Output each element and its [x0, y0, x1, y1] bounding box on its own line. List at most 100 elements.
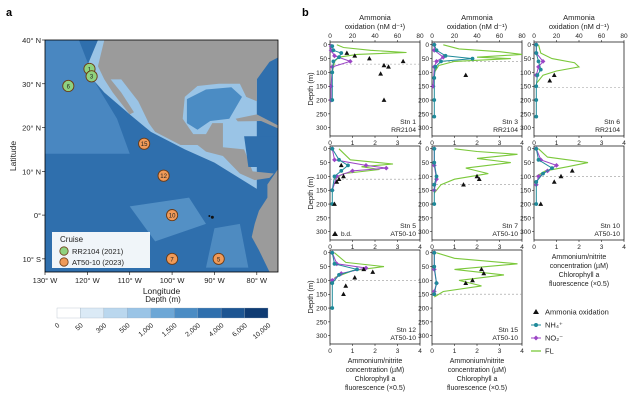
top-tick-label: 40 [371, 33, 379, 40]
depth-tick-label: 150 [316, 292, 327, 299]
fl-line [433, 148, 518, 194]
nh4-point [331, 59, 336, 64]
nh4-point [432, 264, 437, 269]
panel-label-b: b [302, 7, 309, 19]
bottom-tick-label: 0 [430, 348, 434, 355]
station-marker-3 [85, 70, 98, 83]
station-label-12: 12 [160, 174, 167, 180]
station-label-10: 10 [169, 213, 176, 219]
map-panel: 40° N 30° N 20° N 10° N 0° 10° S 130° W 120° W 1… [8, 36, 279, 341]
depth-axis-label: Depth (m) [306, 280, 315, 314]
bottom-axis-title: Ammonium/nitrite [552, 254, 607, 261]
top-axis-title: Ammonia [461, 13, 494, 22]
legend-ammonia-label: Ammonia oxidation [545, 308, 609, 317]
ammonia-oxidation-point [352, 53, 358, 58]
bottom-tick-label: 4 [622, 140, 626, 147]
nh4-point [538, 67, 543, 72]
land-south-america [251, 169, 278, 272]
station-cruise: AT50-10 [390, 231, 416, 238]
ammonia-oxidation-point [336, 176, 342, 181]
lon-tick-label: 100° W [160, 276, 186, 285]
nh4-point [534, 98, 539, 102]
depth-axis-label: Depth (m) [306, 176, 315, 210]
depth-tick-label: 50 [422, 264, 430, 271]
no2-point [328, 83, 334, 89]
nh4-point [433, 64, 438, 69]
depth-tick-label: 200 [418, 97, 429, 104]
profile-frame [431, 249, 523, 345]
depth-tick-label: 200 [418, 305, 429, 312]
nh4-point [432, 292, 437, 297]
depth-tick-label: 300 [418, 333, 429, 340]
legend-nh4-label: NH₄⁺ [545, 321, 563, 330]
cruise-legend-label: AT50-10 (2023) [72, 258, 124, 267]
station-title: Stn 3 [502, 119, 518, 126]
depth-legend-label: 6,000 [231, 322, 249, 338]
station-marker-5 [212, 252, 225, 265]
nh4-point [432, 202, 437, 206]
panel-label-a: a [6, 7, 13, 19]
depth-color-swatch [80, 307, 105, 319]
depth-tick-label: 300 [520, 229, 531, 236]
depth-color-swatch [103, 307, 128, 319]
station-cruise: AT50-10 [594, 231, 620, 238]
depth-tick-label: 250 [520, 215, 531, 222]
bottom-axis-title: Chlorophyll a [559, 272, 600, 279]
ammonia-oxidation-point [461, 182, 466, 187]
bottom-tick-label: 3 [498, 140, 502, 147]
bottom-tick-label: 2 [475, 244, 479, 251]
bottom-tick-label: 0 [328, 244, 332, 251]
nh4-point [432, 98, 437, 102]
depth-axis-label: Depth (m) [306, 72, 315, 106]
land-north-america [97, 40, 278, 181]
no2-point [431, 47, 437, 53]
depth-tick-label: 250 [418, 215, 429, 222]
ammonia-oxidation-point [551, 179, 557, 184]
bottom-axis-title: Ammonium/nitrite [348, 358, 403, 365]
depth-tick-label: 200 [418, 201, 429, 208]
no2-point [350, 168, 355, 174]
depth-legend-label: 10,000 [252, 322, 273, 341]
depth-tick-label: 200 [520, 201, 531, 208]
ammonia-oxidation-point [547, 78, 553, 83]
depth-tick-label: 250 [418, 111, 429, 118]
bottom-axis-title: fluorescence (×0.5) [447, 385, 507, 392]
depth-tick-label: 100 [520, 70, 531, 77]
no2-point [332, 157, 337, 163]
galapagos-islands [210, 215, 214, 219]
fl-line [331, 44, 407, 73]
legend-fl-label: FL [545, 347, 554, 356]
ammonia-oxidation-point [341, 173, 346, 179]
ammonia-oxidation-point [334, 179, 340, 184]
depth-legend-label: 50 [74, 322, 84, 332]
bottom-tick-label: 4 [520, 348, 524, 355]
bottom-tick-label: 2 [577, 244, 581, 251]
no2-point [363, 162, 369, 168]
no2-point [363, 265, 369, 271]
bathymetry-patch [129, 197, 206, 242]
depth-tick-label: 0 [425, 42, 429, 49]
nh4-point [337, 157, 341, 162]
station-title: Stn 15 [498, 327, 518, 334]
depth-tick-label: 50 [422, 160, 430, 167]
depth-color-swatch [244, 307, 269, 319]
bottom-tick-label: 4 [520, 140, 524, 147]
bottom-tick-label: 1 [555, 140, 559, 147]
depth-tick-label: 0 [323, 42, 327, 49]
station-label-5: 5 [217, 257, 221, 263]
station-cruise: AT50-10 [390, 335, 416, 342]
bottom-tick-label: 0 [430, 140, 434, 147]
bottom-tick-label: 4 [418, 348, 422, 355]
ammonia-oxidation-point [381, 62, 387, 68]
depth-tick-label: 0 [425, 146, 429, 153]
depth-legend-label: 1,000 [138, 322, 156, 338]
legend-nh4-symbol [534, 323, 538, 327]
depth-color-swatch [127, 307, 151, 319]
station-cruise: RR2104 [595, 127, 620, 134]
station-cruise: RR2104 [493, 127, 518, 134]
depth-tick-label: 200 [316, 305, 327, 312]
depth-tick-label: 200 [520, 97, 531, 104]
